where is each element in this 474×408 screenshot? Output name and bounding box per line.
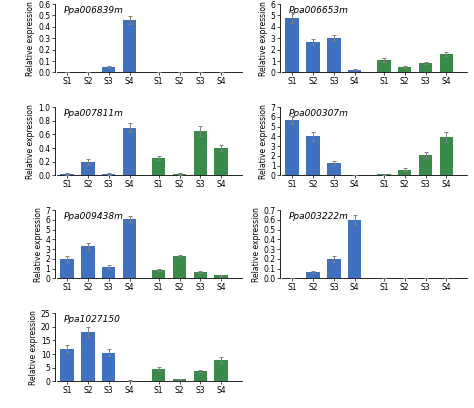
Bar: [439, 53, 453, 73]
Bar: [123, 20, 137, 73]
Bar: [60, 174, 74, 175]
Bar: [285, 18, 299, 73]
Bar: [81, 72, 95, 73]
Bar: [377, 278, 391, 279]
Bar: [173, 379, 186, 381]
Bar: [102, 267, 116, 279]
Bar: [214, 148, 228, 175]
Bar: [102, 174, 116, 175]
Bar: [152, 72, 165, 73]
Y-axis label: Relative expression: Relative expression: [29, 310, 38, 385]
Bar: [398, 278, 411, 279]
Text: Ppa006839m: Ppa006839m: [64, 6, 124, 15]
Bar: [327, 259, 341, 279]
Text: Ppa000307m: Ppa000307m: [289, 109, 349, 118]
Bar: [173, 72, 186, 73]
Bar: [439, 278, 453, 279]
Bar: [173, 256, 186, 279]
Y-axis label: Relative expression: Relative expression: [252, 207, 261, 282]
Bar: [327, 38, 341, 73]
Bar: [419, 63, 432, 73]
Bar: [214, 275, 228, 279]
Bar: [419, 278, 432, 279]
Bar: [398, 170, 411, 175]
Bar: [193, 72, 207, 73]
Bar: [60, 349, 74, 381]
Bar: [152, 158, 165, 175]
Bar: [102, 67, 116, 73]
Bar: [348, 70, 362, 73]
Bar: [348, 220, 362, 279]
Bar: [123, 219, 137, 279]
Y-axis label: Relative expression: Relative expression: [27, 1, 36, 76]
Y-axis label: Relative expression: Relative expression: [27, 104, 36, 179]
Bar: [306, 42, 320, 73]
Bar: [285, 278, 299, 279]
Bar: [152, 270, 165, 279]
Y-axis label: Relative expression: Relative expression: [259, 104, 268, 179]
Bar: [214, 360, 228, 381]
Bar: [327, 163, 341, 175]
Text: Ppa007811m: Ppa007811m: [64, 109, 124, 118]
Bar: [398, 67, 411, 73]
Bar: [60, 72, 74, 73]
Bar: [81, 162, 95, 175]
Bar: [377, 60, 391, 73]
Bar: [419, 155, 432, 175]
Text: Ppa006653m: Ppa006653m: [289, 6, 349, 15]
Y-axis label: Relative expression: Relative expression: [259, 1, 268, 76]
Text: Ppa1027150: Ppa1027150: [64, 315, 121, 324]
Text: Ppa003222m: Ppa003222m: [289, 212, 349, 221]
Bar: [306, 272, 320, 279]
Bar: [193, 131, 207, 175]
Bar: [102, 353, 116, 381]
Bar: [306, 136, 320, 175]
Y-axis label: Relative expression: Relative expression: [34, 207, 43, 282]
Bar: [60, 259, 74, 279]
Bar: [285, 120, 299, 175]
Bar: [81, 332, 95, 381]
Bar: [193, 371, 207, 381]
Bar: [123, 128, 137, 175]
Bar: [193, 272, 207, 279]
Bar: [214, 72, 228, 73]
Bar: [152, 369, 165, 381]
Bar: [173, 174, 186, 175]
Text: Ppa009438m: Ppa009438m: [64, 212, 124, 221]
Bar: [81, 246, 95, 279]
Bar: [439, 137, 453, 175]
